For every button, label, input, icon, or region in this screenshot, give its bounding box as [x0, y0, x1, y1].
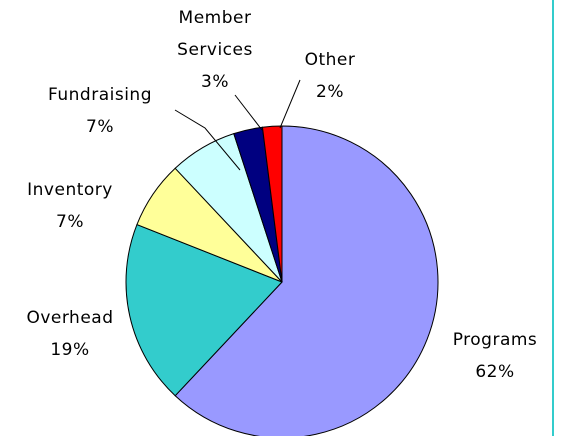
slice-label: Member Services 3%: [165, 2, 265, 98]
slice-label: Other 2%: [290, 44, 370, 108]
slice-label: Inventory 7%: [10, 174, 130, 238]
category-name: Other: [304, 50, 356, 70]
slice-label: Fundraising 7%: [35, 79, 165, 143]
percent-label: 3%: [201, 72, 229, 92]
slice-label: Overhead 19%: [10, 302, 130, 366]
category-name: Inventory: [27, 180, 113, 200]
percent-label: 62%: [475, 362, 515, 382]
percent-label: 7%: [86, 117, 114, 137]
category-name: Member Services: [177, 8, 253, 60]
category-name: Overhead: [26, 308, 114, 328]
pie-slice: [174, 125, 439, 436]
category-name: Programs: [452, 330, 538, 350]
percent-label: 7%: [56, 212, 84, 232]
category-name: Fundraising: [48, 85, 152, 105]
pie-slice: [261, 125, 283, 283]
percent-label: 19%: [50, 340, 90, 360]
leader-line: [234, 94, 263, 131]
pie-slice: [125, 223, 283, 397]
leader-line: [279, 79, 301, 129]
leader-lines: [174, 79, 301, 171]
leader-line: [174, 109, 241, 171]
percent-label: 2%: [316, 82, 344, 102]
slice-label: Programs 62%: [435, 324, 555, 388]
